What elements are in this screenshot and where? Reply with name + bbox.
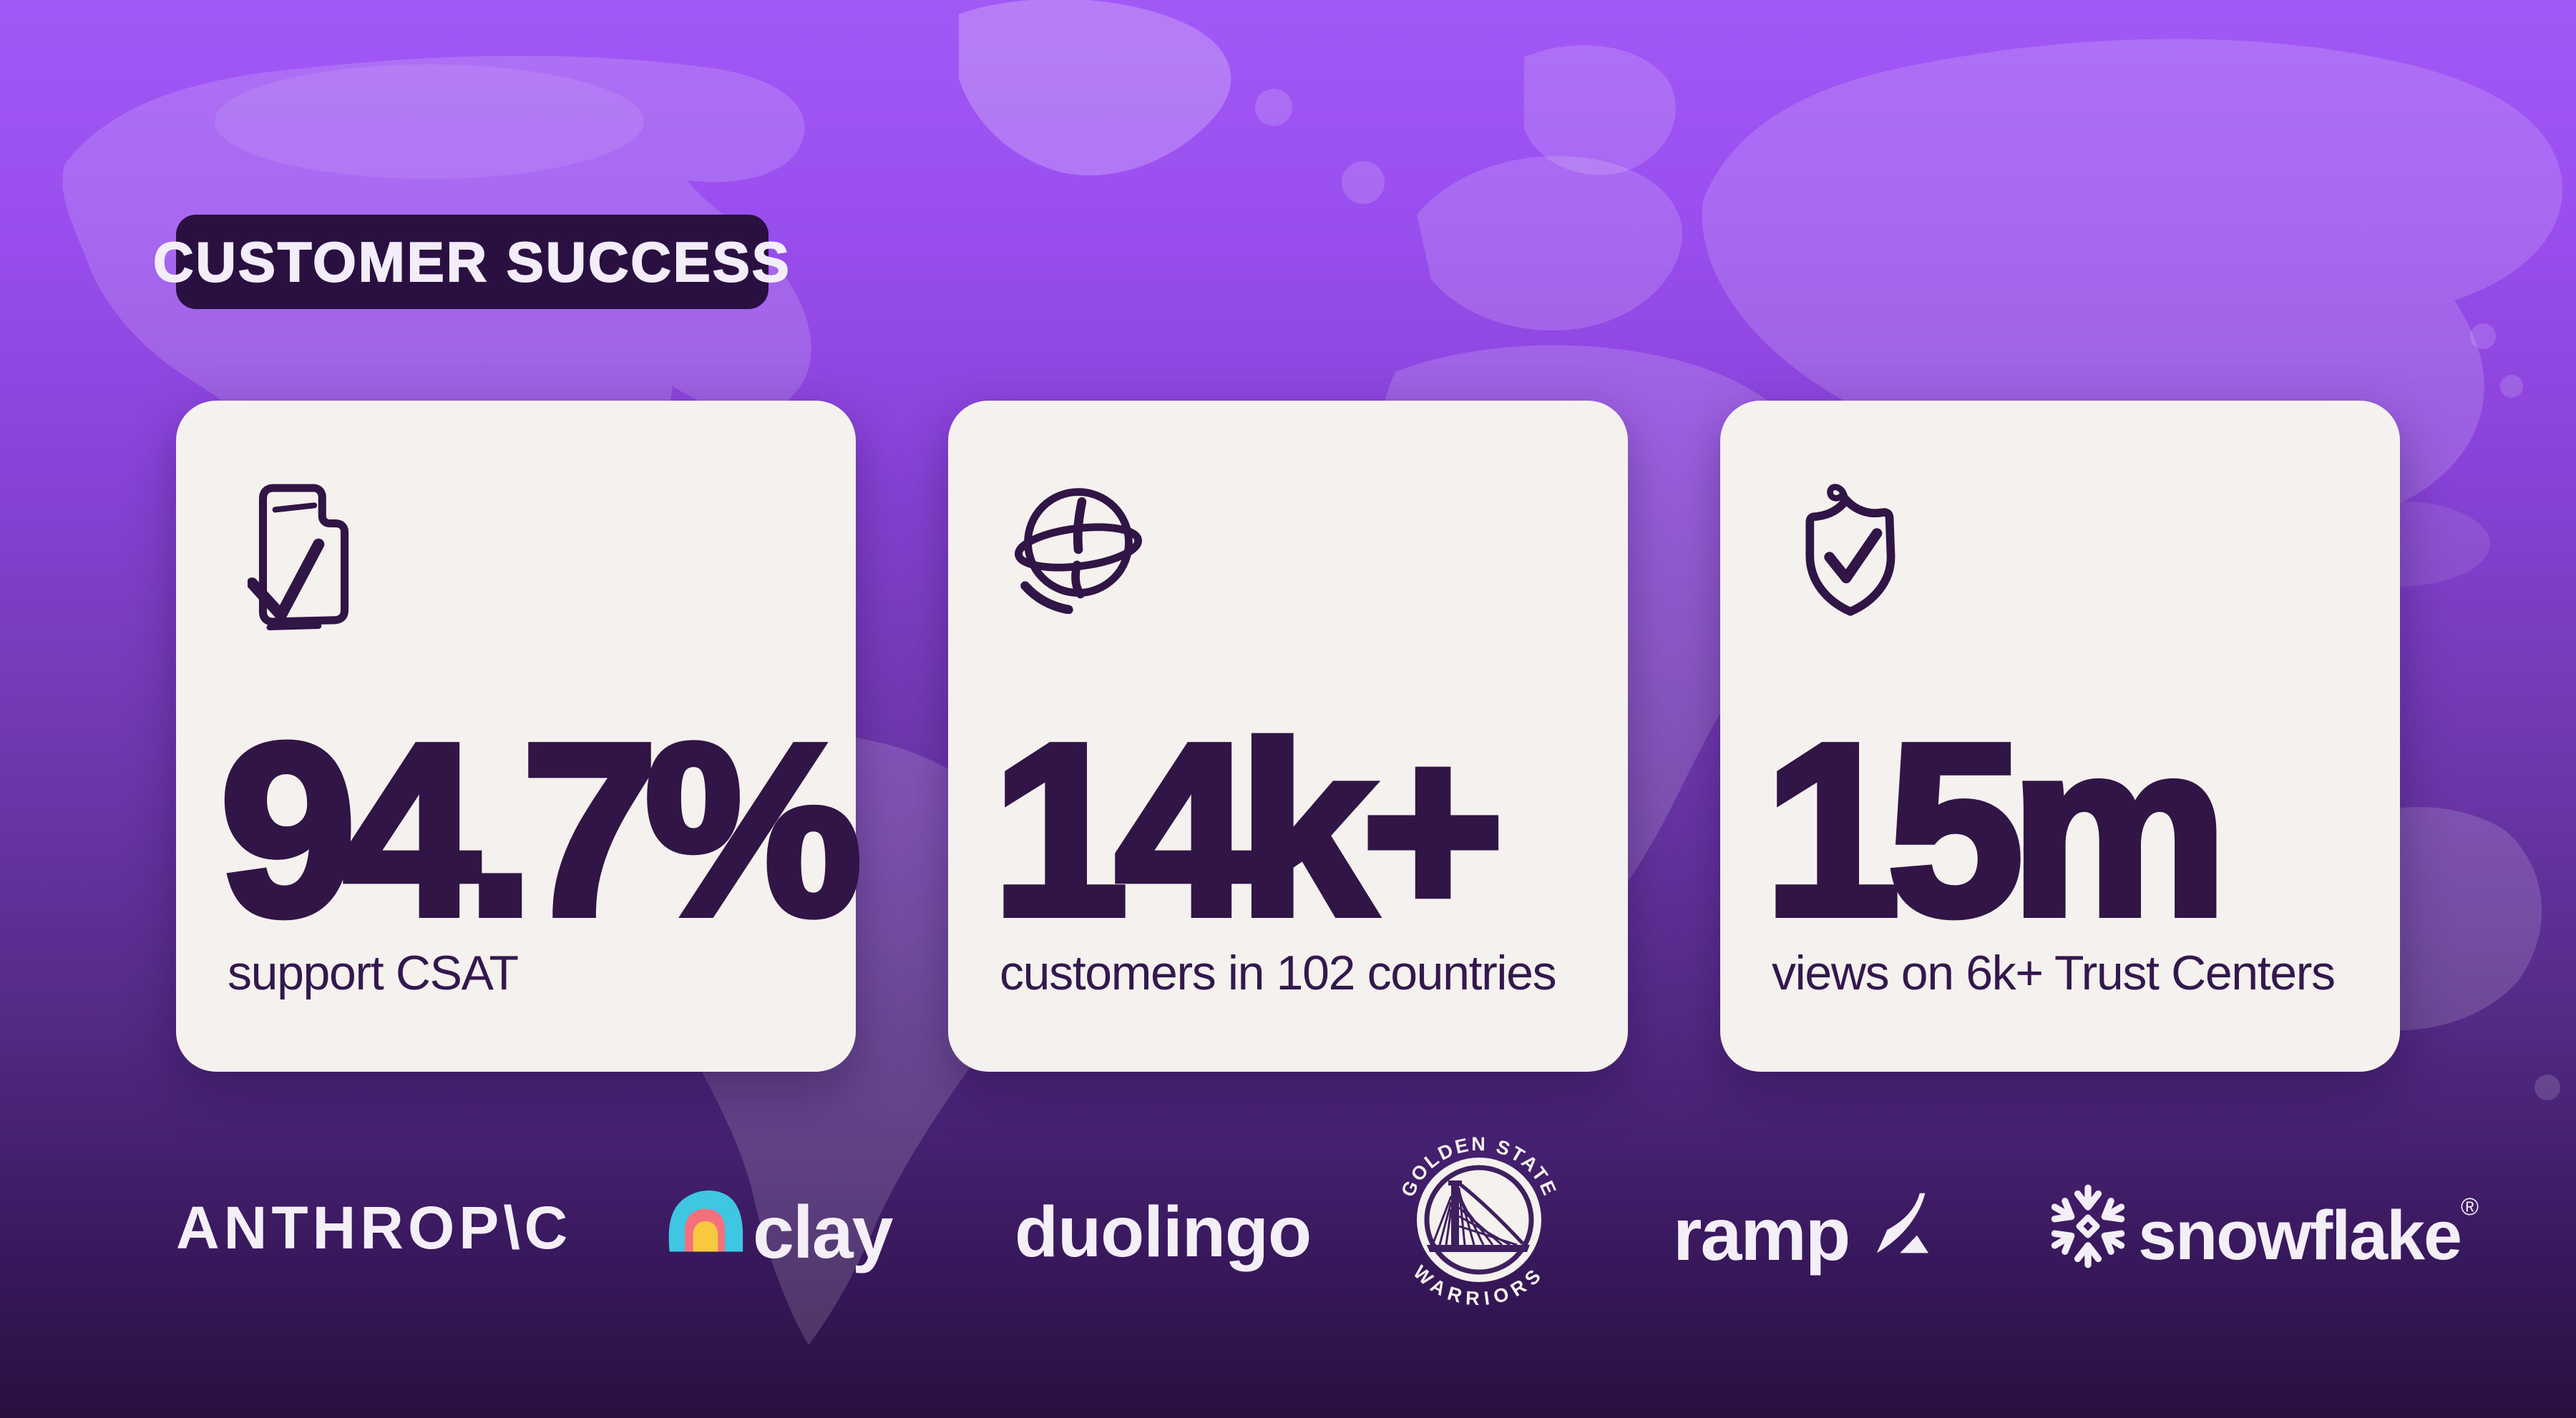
stat-value: 14k+ xyxy=(988,694,1508,966)
ramp-wordmark: ramp xyxy=(1673,1193,1850,1276)
warriors-badge: GOLDEN STATE WARRIORS xyxy=(1397,1133,1558,1309)
map-europe xyxy=(1417,156,1683,331)
stat-label: support CSAT xyxy=(228,946,519,1000)
registered-trademark-symbol: ® xyxy=(2461,1193,2479,1221)
warriors-disc xyxy=(1417,1158,1541,1282)
stat-value: 94.7% xyxy=(216,694,866,966)
section-badge-label: CUSTOMER SUCCESS xyxy=(152,230,791,294)
stat-label: customers in 102 countries xyxy=(1000,946,1557,1000)
shield-check-icon xyxy=(1805,484,1896,616)
warriors-ring xyxy=(1424,1165,1534,1275)
globe-icon xyxy=(1014,488,1143,614)
section-badge: CUSTOMER SUCCESS xyxy=(152,215,790,309)
map-asia xyxy=(1702,39,2562,519)
snowflake-icon xyxy=(2051,1184,2125,1268)
clay-wordmark: clay xyxy=(753,1191,893,1274)
stat-card-trust-center-views: 15m views on 6k+ Trust Centers xyxy=(1720,401,2400,1072)
snowflake-wordmark: snowflake® xyxy=(2138,1195,2479,1270)
warriors-bridge-icon xyxy=(1427,1180,1530,1252)
ramp-swoosh-icon xyxy=(1876,1193,1929,1253)
stat-card-customers-countries: 14k+ customers in 102 countries xyxy=(948,401,1628,1072)
clipboard-check-icon xyxy=(248,484,349,630)
stat-value: 15m xyxy=(1760,694,2231,966)
map-scandinavia xyxy=(1524,45,1676,175)
map-north-america xyxy=(62,55,811,662)
snowflake-wordmark-text: snowflake xyxy=(2138,1196,2462,1274)
stat-card-support-csat: 94.7% support CSAT xyxy=(176,401,866,1072)
stat-label: views on 6k+ Trust Centers xyxy=(1772,946,2336,1000)
clay-arch-icon xyxy=(668,1190,743,1252)
anthropic-wordmark: ANTHROP\C xyxy=(176,1194,572,1261)
duolingo-wordmark: duolingo xyxy=(1015,1192,1312,1272)
map-greenland xyxy=(959,0,1231,176)
